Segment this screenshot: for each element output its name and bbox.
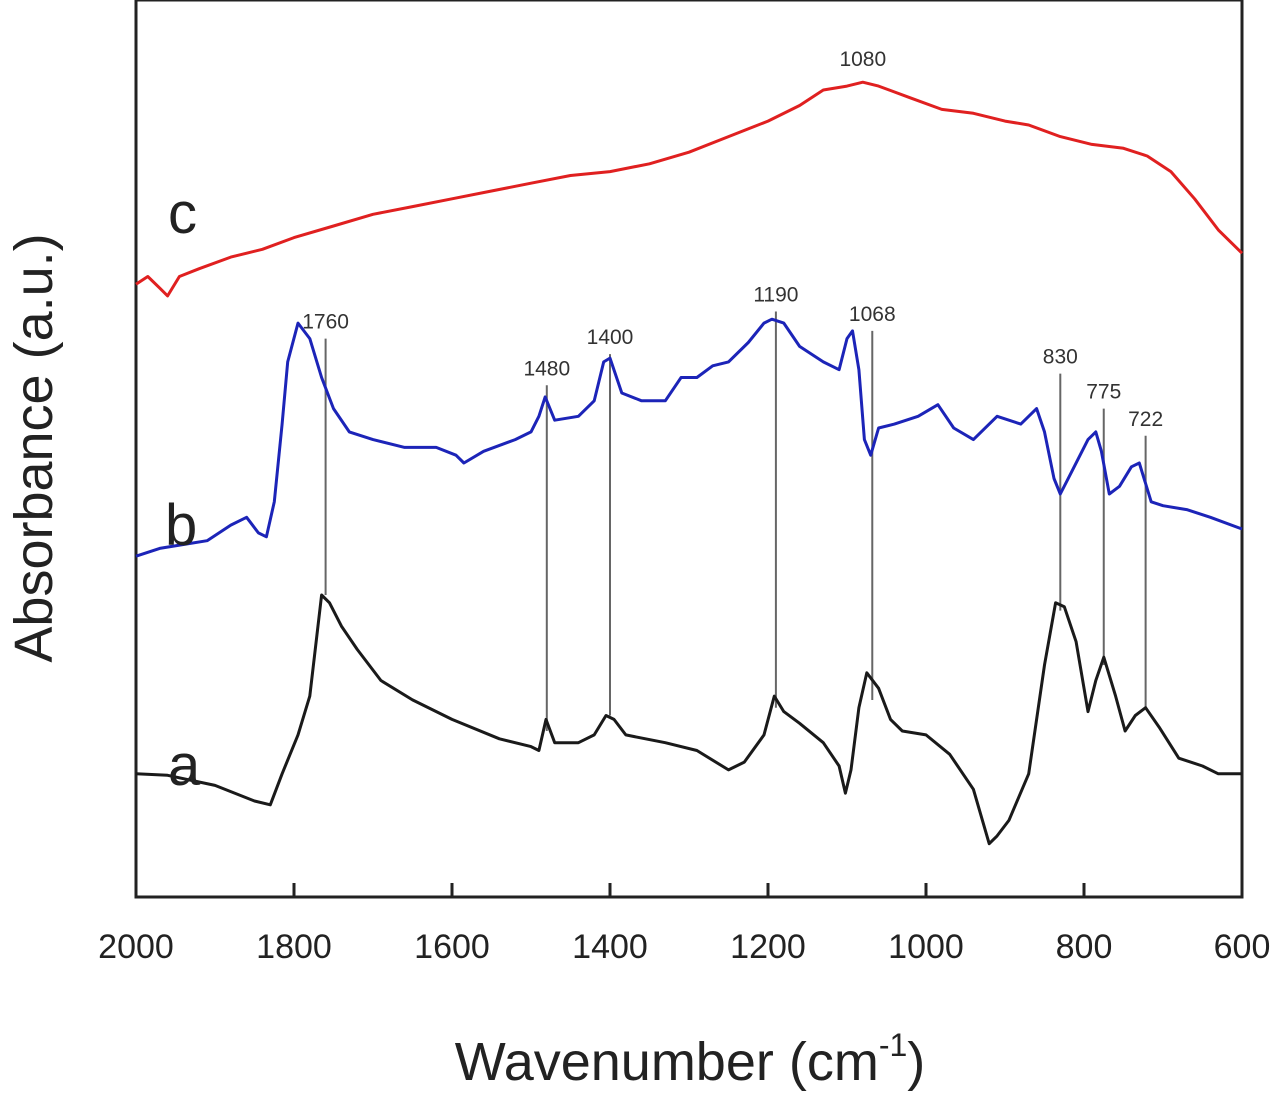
peak-label: 1068 bbox=[849, 303, 896, 326]
peak-label: 830 bbox=[1043, 346, 1078, 369]
spectra-lines bbox=[135, 80, 1244, 846]
series-label-c: c bbox=[168, 181, 197, 246]
x-tick-label: 1000 bbox=[888, 928, 964, 966]
peak-label: 1760 bbox=[302, 311, 349, 334]
x-axis-title: Wavenumber (cm-1) bbox=[455, 1027, 926, 1092]
x-tick-label: 800 bbox=[1056, 928, 1113, 966]
peak-label: 1190 bbox=[753, 283, 798, 306]
x-axis-title-end: ) bbox=[907, 1032, 925, 1092]
x-tick-label: 2000 bbox=[98, 928, 174, 966]
y-axis-title: Absorbance (a.u.) bbox=[4, 233, 64, 662]
series-line-c bbox=[135, 80, 1244, 298]
x-tick-label: 1800 bbox=[256, 928, 332, 966]
x-axis-title-superscript: -1 bbox=[879, 1027, 907, 1063]
x-tick-label: 1600 bbox=[414, 928, 490, 966]
peak-label: 722 bbox=[1128, 408, 1163, 431]
x-tick-label: 600 bbox=[1214, 928, 1271, 966]
series-line-a bbox=[135, 593, 1242, 846]
series-label-b: b bbox=[165, 493, 197, 558]
peak-label: 775 bbox=[1086, 381, 1121, 404]
x-tick-label: 1400 bbox=[572, 928, 648, 966]
plot-frame bbox=[134, 0, 1244, 899]
annotation-label: 1080 bbox=[839, 48, 886, 71]
x-axis-ticks: 2000 1800 1600 1400 1200 1000 800 600 bbox=[98, 883, 1270, 966]
peak-labels: 1760 1480 1400 1190 1068 830 775 722 1080 bbox=[302, 48, 1163, 431]
peak-label: 1400 bbox=[587, 326, 634, 349]
peak-marker-lines bbox=[324, 311, 1147, 732]
x-tick-label: 1200 bbox=[730, 928, 806, 966]
series-label-a: a bbox=[168, 733, 201, 798]
x-axis-title-main: Wavenumber (cm bbox=[455, 1032, 879, 1092]
series-line-b bbox=[135, 317, 1243, 558]
peak-label: 1480 bbox=[523, 357, 570, 380]
